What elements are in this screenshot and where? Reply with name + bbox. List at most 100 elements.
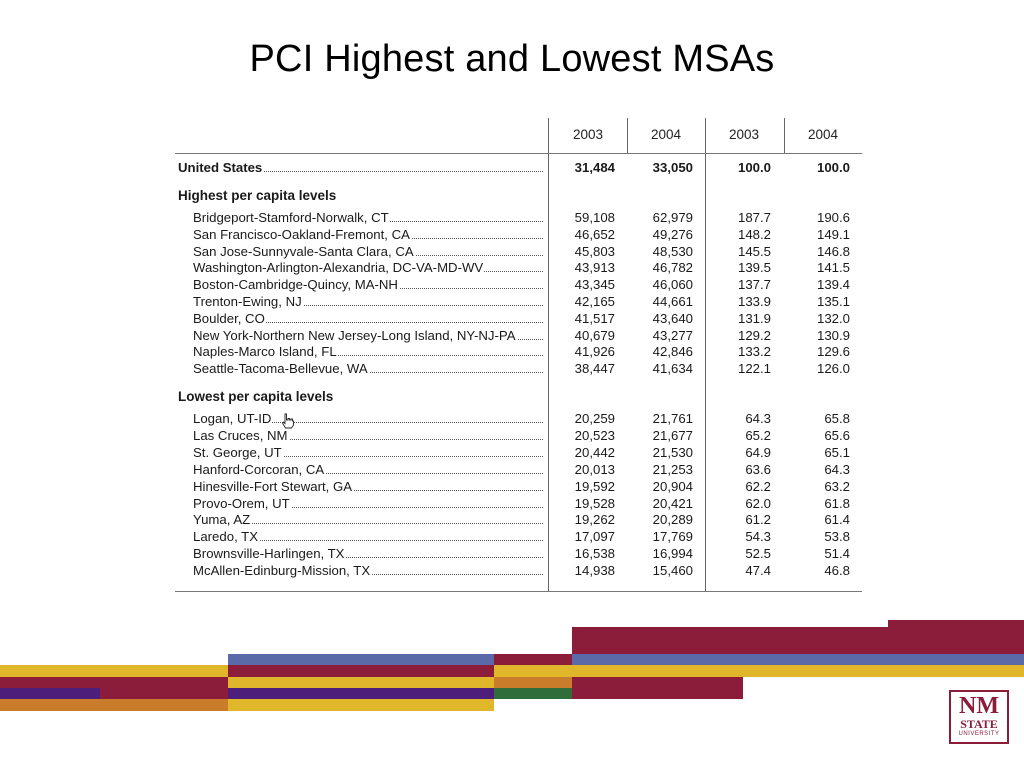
row-label-text: San Jose-Sunnyvale-Santa Clara, CA: [193, 243, 415, 259]
row-value: 65.6: [824, 427, 850, 443]
row-label: Hanford-Corcoran, CA: [193, 461, 543, 477]
row-value: 63.6: [745, 461, 771, 477]
table-row: Provo-Orem, UT 19,528 20,421 62.0 61.8: [175, 495, 862, 513]
row-label-text: Laredo, TX: [193, 529, 260, 545]
band: [228, 699, 494, 711]
row-value: 40,679: [574, 327, 615, 343]
band: [228, 665, 494, 677]
row-value: 21,677: [652, 427, 693, 443]
row-value: 130.9: [816, 327, 850, 343]
row-label-text: United States: [178, 160, 264, 175]
band: [100, 688, 228, 699]
row-value: 61.4: [824, 512, 850, 528]
row-label-text: McAllen-Edinburg-Mission, TX: [193, 563, 372, 579]
band: [572, 665, 1024, 677]
row-value: 46,652: [574, 226, 615, 242]
row-value: 17,769: [652, 529, 693, 545]
row-value: 20,289: [652, 512, 693, 528]
row-label: St. George, UT: [193, 444, 543, 460]
band: [0, 665, 228, 677]
row-value: 61.2: [745, 512, 771, 528]
row-value: 16,538: [574, 546, 615, 562]
row-value: 38,447: [574, 361, 615, 377]
band: [0, 677, 100, 688]
table-row: Hanford-Corcoran, CA 20,013 21,253 63.6 64.3: [175, 461, 862, 479]
row-value: 62.2: [745, 478, 771, 494]
row-value: 141.5: [816, 260, 850, 276]
slide-title: PCI Highest and Lowest MSAs: [249, 38, 775, 80]
row-value: 42,165: [574, 294, 615, 309]
row-value: 45,803: [574, 243, 615, 259]
row-value: 59,108: [574, 210, 615, 225]
row-value: 133.9: [737, 294, 771, 309]
row-label-text: Seattle-Tacoma-Bellevue, WA: [193, 361, 369, 377]
column-divider: [627, 118, 628, 153]
row-value: 131.9: [737, 310, 771, 326]
row-label: San Francisco-Oakland-Fremont, CA: [193, 226, 543, 242]
row-value: 15,460: [652, 563, 693, 579]
row-value: 19,528: [574, 495, 615, 511]
nmsu-logo: NM STATE UNIVERSITY: [949, 690, 1009, 744]
row-value: 21,530: [652, 444, 693, 460]
band: [572, 627, 890, 654]
row-value: 17,097: [574, 529, 615, 545]
row-value: 14,938: [574, 563, 615, 579]
row-value: 187.7: [737, 210, 771, 225]
row-label: Bridgeport-Stamford-Norwalk, CT: [193, 210, 543, 225]
table-row: Boston-Cambridge-Quincy, MA-NH 43,345 46,0…: [175, 277, 862, 294]
table-row: Seattle-Tacoma-Bellevue, WA 38,447 41,634 1…: [175, 361, 862, 378]
row-label-text: Hanford-Corcoran, CA: [193, 461, 326, 477]
row-value: 61.8: [824, 495, 850, 511]
header-2003-dollars: 2003: [572, 127, 604, 142]
row-label: Logan, UT-ID: [193, 411, 543, 426]
row-label: Trenton-Ewing, NJ: [193, 294, 543, 309]
logo-university: UNIVERSITY: [958, 731, 1000, 737]
row-value: 129.2: [737, 327, 771, 343]
row-label: Provo-Orem, UT: [193, 495, 543, 511]
table-row: Logan, UT-ID 20,259 21,761 64.3 65.8: [175, 411, 862, 428]
row-value: 21,761: [652, 411, 693, 426]
row-value: 132.0: [816, 310, 850, 326]
hand-cursor-icon: [281, 413, 294, 429]
band: [494, 677, 572, 688]
table-row: McAllen-Edinburg-Mission, TX 14,938 15,460…: [175, 563, 862, 580]
row-value: 52.5: [745, 546, 771, 562]
row-label: Seattle-Tacoma-Bellevue, WA: [193, 361, 543, 377]
row-label: San Jose-Sunnyvale-Santa Clara, CA: [193, 243, 543, 259]
table-row: Laredo, TX 17,097 17,769 54.3 53.8: [175, 529, 862, 546]
row-label: Washington-Arlington-Alexandria, DC-VA-M…: [193, 260, 543, 276]
row-label: Brownsville-Harlingen, TX: [193, 546, 543, 562]
row-value: 20,523: [574, 427, 615, 443]
row-value: 20,904: [652, 478, 693, 494]
row-label: United States: [178, 160, 543, 175]
table-row: Yuma, AZ 19,262 20,289 61.2 61.4: [175, 512, 862, 529]
band: [228, 677, 494, 688]
row-value: 46,782: [652, 260, 693, 276]
row-value: 63.2: [824, 478, 850, 494]
row-label: Yuma, AZ: [193, 512, 543, 528]
row-value: 41,926: [574, 344, 615, 360]
row-value: 51.4: [824, 546, 850, 562]
header-2003-index: 2003: [728, 127, 760, 142]
row-label-text: Trenton-Ewing, NJ: [193, 294, 303, 309]
row-label-text: Washington-Arlington-Alexandria, DC-VA-M…: [193, 260, 485, 276]
row-label: Hinesville-Fort Stewart, GA: [193, 478, 543, 494]
row-value: 135.1: [816, 294, 850, 309]
row-value: 41,517: [574, 310, 615, 326]
row-value: 44,661: [652, 294, 693, 309]
row-value: 54.3: [745, 529, 771, 545]
row-label-text: Provo-Orem, UT: [193, 495, 291, 511]
band: [228, 688, 494, 699]
table-row: Hinesville-Fort Stewart, GA 19,592 20,904 6…: [175, 478, 862, 496]
row-value: 20,259: [574, 411, 615, 426]
table-row: Trenton-Ewing, NJ 42,165 44,661 133.9 135.1: [175, 294, 862, 311]
row-value: 65.8: [824, 411, 850, 426]
section-heading-lowest: Lowest per capita levels: [178, 389, 334, 404]
row-label: Boston-Cambridge-Quincy, MA-NH: [193, 277, 543, 293]
table-row: Brownsville-Harlingen, TX 16,538 16,994 52.…: [175, 546, 862, 563]
row-value: 139.4: [816, 277, 850, 293]
column-divider: [548, 118, 549, 592]
row-value: 19,592: [574, 478, 615, 494]
row-label: McAllen-Edinburg-Mission, TX: [193, 563, 543, 579]
table-row-united-states: United States 31,484 33,050 100.0 100.0: [175, 160, 862, 177]
